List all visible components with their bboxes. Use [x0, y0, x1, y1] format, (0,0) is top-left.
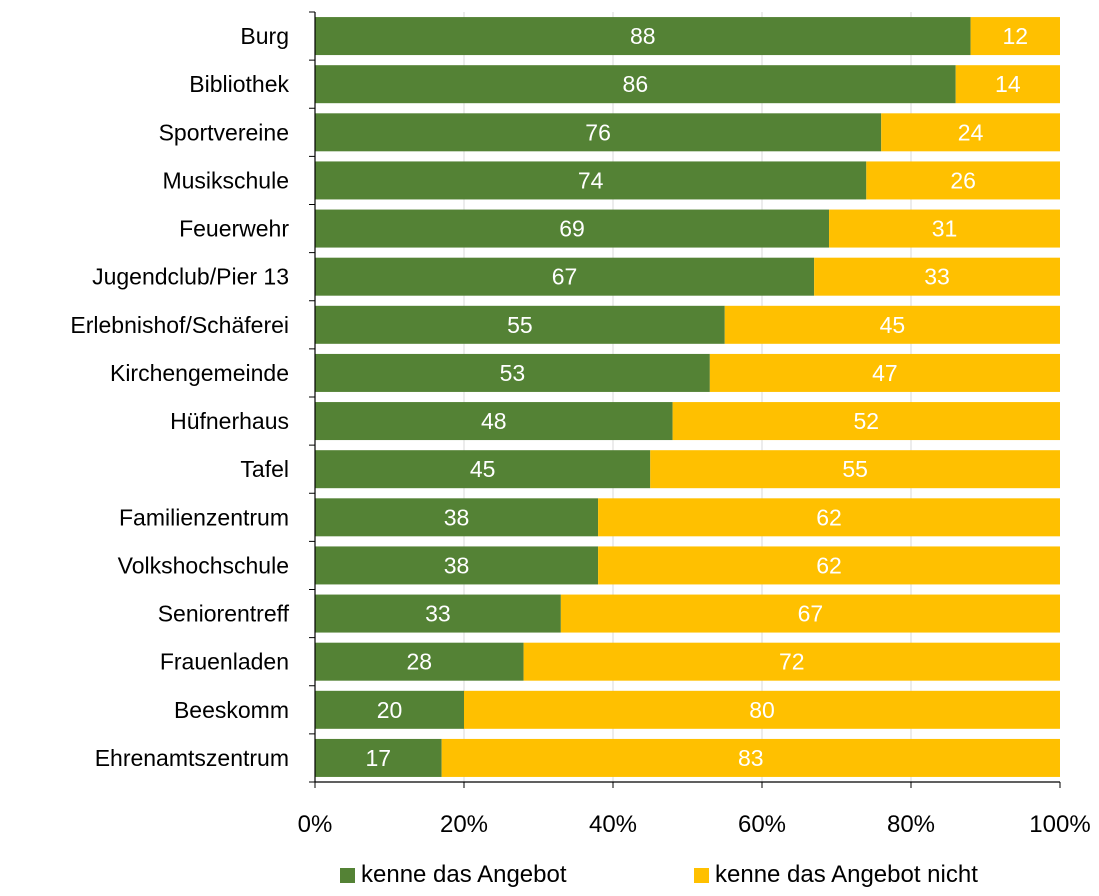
- bar-known: [315, 161, 867, 200]
- bar-unknown: [970, 17, 1060, 56]
- bar-unknown: [598, 546, 1060, 585]
- category-label: Erlebnishof/Schäferei: [70, 312, 289, 338]
- legend-item-unknown: kenne das Angebot nicht: [694, 860, 978, 890]
- bar-unknown: [881, 113, 1060, 152]
- category-label: Beeskomm: [174, 697, 289, 723]
- data-label: 12: [1003, 23, 1029, 49]
- bar-known: [315, 17, 971, 56]
- data-label: 47: [872, 360, 898, 386]
- category-label: Familienzentrum: [119, 504, 289, 530]
- data-label: 24: [958, 119, 984, 145]
- data-label: 17: [366, 745, 392, 771]
- bar-known: [315, 690, 464, 729]
- bar-known: [315, 642, 524, 681]
- data-label: 53: [500, 360, 526, 386]
- data-label: 26: [950, 167, 976, 193]
- data-label: 45: [880, 312, 906, 338]
- bar-unknown: [523, 642, 1060, 681]
- data-label: 33: [425, 601, 451, 627]
- data-label: 38: [444, 504, 470, 530]
- category-label: Hüfnerhaus: [170, 408, 289, 434]
- bar-known: [315, 402, 673, 441]
- data-label: 62: [816, 552, 842, 578]
- data-label: 55: [507, 312, 533, 338]
- data-label: 48: [481, 408, 507, 434]
- category-label: Bibliothek: [189, 71, 289, 97]
- bar-unknown: [560, 594, 1060, 633]
- bar-known: [315, 65, 956, 104]
- data-label: 45: [470, 456, 496, 482]
- bar-unknown: [866, 161, 1060, 200]
- legend-swatch-unknown: [694, 867, 709, 883]
- bar-known: [315, 353, 710, 392]
- x-tick-label: 80%: [887, 811, 935, 838]
- data-label: 83: [738, 745, 764, 771]
- data-label: 67: [798, 601, 824, 627]
- category-label: Volkshochschule: [118, 552, 289, 578]
- bar-known: [315, 209, 830, 248]
- bar-unknown: [650, 450, 1060, 489]
- legend-item-known: kenne das Angebot: [340, 860, 567, 890]
- data-label: 86: [623, 71, 649, 97]
- bar-known: [315, 305, 725, 344]
- bar-unknown: [672, 402, 1060, 441]
- bar-known: [315, 450, 651, 489]
- category-label: Feuerwehr: [179, 216, 289, 242]
- category-label: Tafel: [240, 456, 289, 482]
- category-label: Jugendclub/Pier 13: [92, 264, 289, 290]
- bar-known: [315, 738, 442, 777]
- bar-known: [315, 546, 599, 585]
- data-label: 62: [816, 504, 842, 530]
- data-label: 74: [578, 167, 604, 193]
- data-label: 31: [932, 216, 958, 242]
- bar-unknown: [598, 498, 1060, 537]
- data-label: 72: [779, 649, 805, 675]
- category-label: Seniorentreff: [158, 601, 290, 627]
- bar-unknown: [464, 690, 1060, 729]
- data-label: 67: [552, 264, 578, 290]
- data-label: 76: [585, 119, 611, 145]
- bar-unknown: [814, 257, 1060, 296]
- x-tick-label: 100%: [1029, 811, 1090, 838]
- x-tick-label: 20%: [440, 811, 488, 838]
- legend-label-known: kenne das Angebot: [361, 861, 567, 888]
- category-label: Ehrenamtszentrum: [95, 745, 289, 771]
- x-tick-label: 40%: [589, 811, 637, 838]
- bar-unknown: [724, 305, 1060, 344]
- bar-known: [315, 113, 882, 152]
- data-label: 20: [377, 697, 403, 723]
- legend-label-unknown: kenne das Angebot nicht: [715, 861, 978, 888]
- bar-known: [315, 257, 815, 296]
- legend-swatch-known: [340, 867, 355, 883]
- x-tick-label: 0%: [298, 811, 333, 838]
- category-label: Frauenladen: [160, 649, 289, 675]
- data-label: 80: [749, 697, 775, 723]
- category-label: Musikschule: [162, 167, 289, 193]
- category-label: Sportvereine: [159, 119, 289, 145]
- data-label: 52: [854, 408, 880, 434]
- bar-unknown: [709, 353, 1060, 392]
- x-tick-label: 60%: [738, 811, 786, 838]
- category-label: Kirchengemeinde: [110, 360, 289, 386]
- bar-unknown: [955, 65, 1060, 104]
- data-label: 69: [559, 216, 585, 242]
- bar-unknown: [441, 738, 1060, 777]
- data-label: 14: [995, 71, 1021, 97]
- data-label: 38: [444, 552, 470, 578]
- data-label: 55: [842, 456, 868, 482]
- data-label: 28: [407, 649, 433, 675]
- bar-known: [315, 498, 599, 537]
- data-label: 88: [630, 23, 656, 49]
- bar-known: [315, 594, 561, 633]
- legend: kenne das Angebot kenne das Angebot nich…: [0, 860, 1099, 890]
- data-label: 33: [924, 264, 950, 290]
- bar-unknown: [829, 209, 1060, 248]
- category-label: Burg: [240, 23, 289, 49]
